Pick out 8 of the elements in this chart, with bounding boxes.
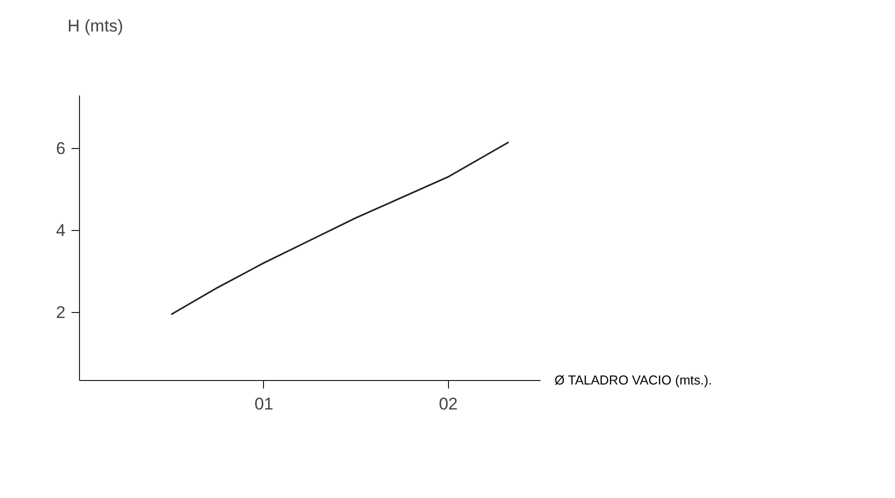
y-tick-label: 2 [56,302,66,322]
y-tick-label: 6 [56,138,66,158]
y-axis-title: H (mts) [68,16,124,36]
x-tick-label: 02 [438,394,458,414]
y-tick-label: 4 [56,220,66,240]
x-tick-label: 01 [254,394,274,414]
x-axis-title: Ø TALADRO VACIO (mts.). [554,372,712,388]
line-series [170,141,510,316]
